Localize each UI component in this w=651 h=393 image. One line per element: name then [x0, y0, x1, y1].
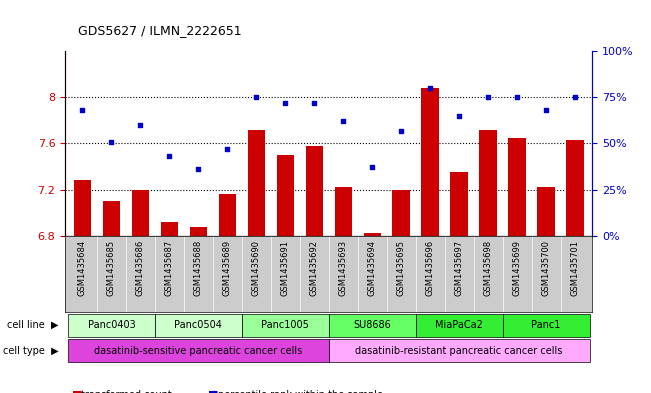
Bar: [305, 146, 323, 236]
Text: GSM1435686: GSM1435686: [136, 240, 145, 296]
Text: GSM1435693: GSM1435693: [339, 240, 348, 296]
Text: GSM1435694: GSM1435694: [368, 240, 377, 296]
Text: GSM1435695: GSM1435695: [396, 240, 406, 296]
Bar: [566, 140, 584, 236]
Text: GSM1435684: GSM1435684: [78, 240, 87, 296]
Text: GSM1435692: GSM1435692: [310, 240, 319, 296]
Point: [106, 138, 117, 145]
Point: [483, 94, 493, 100]
Text: GSM1435687: GSM1435687: [165, 240, 174, 296]
Text: Panc1: Panc1: [531, 320, 561, 330]
Bar: [103, 201, 120, 236]
Text: Panc0504: Panc0504: [174, 320, 222, 330]
Text: Panc1005: Panc1005: [261, 320, 309, 330]
Point: [570, 94, 580, 100]
Bar: [132, 189, 149, 236]
Bar: [416, 314, 503, 337]
Text: cell line  ▶: cell line ▶: [7, 320, 59, 330]
Point: [193, 166, 204, 173]
Text: GSM1435690: GSM1435690: [252, 240, 261, 296]
Text: ■: ■: [72, 390, 82, 393]
Point: [396, 127, 406, 134]
Point: [251, 94, 262, 100]
Text: cell type  ▶: cell type ▶: [3, 346, 59, 356]
Text: GSM1435700: GSM1435700: [542, 240, 551, 296]
Bar: [189, 226, 207, 236]
Bar: [68, 339, 329, 362]
Bar: [277, 155, 294, 236]
Text: MiaPaCa2: MiaPaCa2: [436, 320, 483, 330]
Bar: [503, 314, 590, 337]
Text: GSM1435691: GSM1435691: [281, 240, 290, 296]
Text: GSM1435696: GSM1435696: [426, 240, 435, 296]
Text: ■: ■: [208, 390, 219, 393]
Bar: [247, 130, 265, 236]
Text: transformed count: transformed count: [81, 390, 172, 393]
Text: GSM1435689: GSM1435689: [223, 240, 232, 296]
Bar: [155, 314, 242, 337]
Point: [135, 122, 146, 128]
Text: Panc0403: Panc0403: [88, 320, 135, 330]
Bar: [219, 194, 236, 236]
Point: [77, 107, 88, 113]
Point: [541, 107, 551, 113]
Text: GSM1435688: GSM1435688: [194, 240, 203, 296]
Bar: [68, 314, 155, 337]
Point: [309, 100, 320, 106]
Bar: [421, 88, 439, 236]
Text: dasatinib-resistant pancreatic cancer cells: dasatinib-resistant pancreatic cancer ce…: [355, 346, 563, 356]
Text: GSM1435699: GSM1435699: [512, 240, 521, 296]
Text: GSM1435701: GSM1435701: [570, 240, 579, 296]
Text: GSM1435685: GSM1435685: [107, 240, 116, 296]
Bar: [329, 314, 416, 337]
Text: SU8686: SU8686: [353, 320, 391, 330]
Point: [454, 112, 464, 119]
Point: [280, 100, 290, 106]
Bar: [393, 189, 410, 236]
Point: [512, 94, 522, 100]
Bar: [508, 138, 526, 236]
Bar: [363, 233, 381, 236]
Text: GDS5627 / ILMN_2222651: GDS5627 / ILMN_2222651: [78, 24, 242, 37]
Bar: [74, 180, 91, 236]
Text: GSM1435697: GSM1435697: [454, 240, 464, 296]
Point: [425, 85, 436, 91]
Bar: [329, 339, 590, 362]
Bar: [450, 172, 468, 236]
Point: [338, 118, 348, 125]
Point: [367, 164, 378, 171]
Text: percentile rank within the sample: percentile rank within the sample: [218, 390, 383, 393]
Bar: [161, 222, 178, 236]
Bar: [242, 314, 329, 337]
Point: [164, 153, 174, 160]
Text: dasatinib-sensitive pancreatic cancer cells: dasatinib-sensitive pancreatic cancer ce…: [94, 346, 303, 356]
Bar: [537, 187, 555, 236]
Text: GSM1435698: GSM1435698: [484, 240, 493, 296]
Point: [222, 146, 232, 152]
Bar: [479, 130, 497, 236]
Bar: [335, 187, 352, 236]
